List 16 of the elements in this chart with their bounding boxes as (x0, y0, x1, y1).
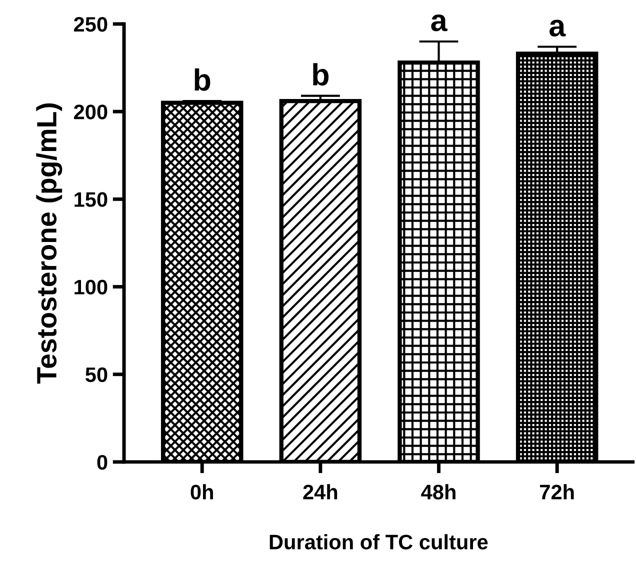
x-tick-label: 0h (190, 484, 213, 500)
annotation: b (313, 63, 329, 86)
y-axis-title: Testosterone (pg/mL) (36, 103, 62, 384)
x-axis-title: Duration of TC culture (270, 534, 488, 550)
y-tick-label: 50 (86, 367, 108, 382)
y-tick-label: 200 (74, 104, 108, 120)
x-tick-label: 24h (303, 484, 338, 500)
x-tick-label: 48h (421, 484, 456, 500)
annotation: a (549, 20, 566, 37)
annotation: a (431, 14, 448, 32)
y-tick-label: 0 (97, 454, 108, 470)
x-tick-label: 72h (540, 484, 574, 500)
y-tick-label: 150 (74, 192, 108, 207)
y-tick-label: 100 (74, 280, 108, 295)
y-tick-label: 250 (74, 16, 108, 32)
annotation: b (194, 68, 210, 91)
